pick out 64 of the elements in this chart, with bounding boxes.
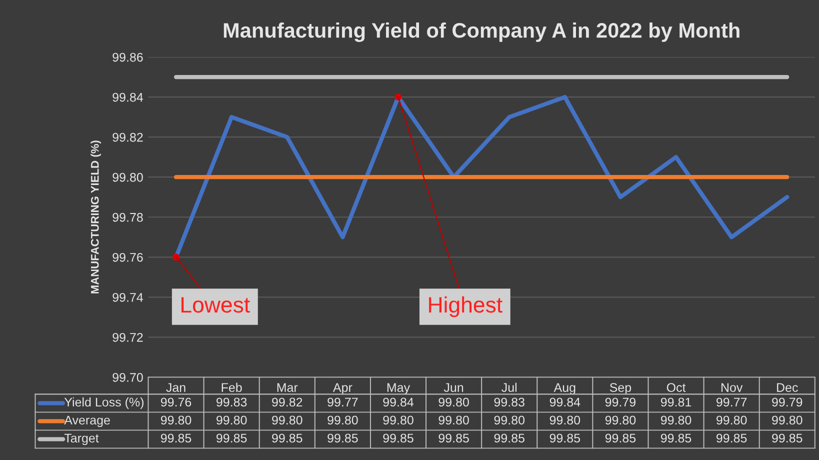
data-label: 99.80 xyxy=(494,416,525,425)
x-tick-label: Feb xyxy=(222,382,242,392)
x-tick-label: Sep xyxy=(610,383,632,394)
x-tick-label: Aug xyxy=(554,383,576,394)
data-label: 99.85 xyxy=(272,434,302,443)
data-label: 99.77 xyxy=(328,398,358,407)
x-tick-label: Mar xyxy=(277,383,298,392)
legend-label: Average xyxy=(64,416,110,428)
data-label: 99.85 xyxy=(660,434,692,443)
data-label: 99.80 xyxy=(160,416,192,425)
x-tick-label: May xyxy=(387,383,410,394)
x-tick-label: Apr xyxy=(332,383,352,394)
data-label: 99.80 xyxy=(605,416,636,425)
data-label: 99.83 xyxy=(216,398,247,407)
data-label: 99.80 xyxy=(716,416,747,425)
data-label: 99.80 xyxy=(660,416,692,425)
data-label: 99.85 xyxy=(772,434,802,443)
data-label: 99.85 xyxy=(383,434,414,443)
legend-label: Target xyxy=(64,434,99,446)
data-label: 99.85 xyxy=(605,434,636,443)
data-label: 99.84 xyxy=(383,398,414,407)
data-label: 99.79 xyxy=(772,398,802,407)
y-tick-label: 99.86 xyxy=(112,52,143,62)
y-tick-label: 99.78 xyxy=(112,212,143,222)
y-tick-label: 99.84 xyxy=(112,92,144,102)
data-label: 99.80 xyxy=(272,416,302,425)
data-label: 99.80 xyxy=(328,416,358,425)
data-label: 99.85 xyxy=(494,434,524,443)
chart-title: Manufacturing Yield of Company A in 2022 by Month xyxy=(224,22,740,42)
x-tick-label: Oct xyxy=(666,383,686,392)
data-label: 99.80 xyxy=(438,416,469,425)
y-tick-label: 99.76 xyxy=(112,252,143,262)
x-tick-label: Nov xyxy=(721,383,743,392)
x-tick-label: Jan xyxy=(166,383,186,392)
data-label: 99.83 xyxy=(494,398,524,407)
data-label: 99.85 xyxy=(160,434,192,443)
legend-label: Yield Loss (%) xyxy=(64,397,144,410)
data-label: 99.84 xyxy=(550,398,580,407)
data-label: 99.81 xyxy=(660,398,692,407)
data-label: 99.82 xyxy=(272,398,302,407)
x-tick-label: Jul xyxy=(502,382,517,392)
data-label: 99.85 xyxy=(716,434,747,443)
data-label: 99.80 xyxy=(216,416,247,425)
y-tick-label: 99.74 xyxy=(112,292,144,302)
data-label: 99.80 xyxy=(772,416,802,425)
data-label: 99.85 xyxy=(438,434,469,443)
x-tick-label: Dec xyxy=(777,383,798,392)
data-label: 99.77 xyxy=(716,398,747,407)
y-axis-title: MANUFACTURING YIELD (%) xyxy=(90,140,101,294)
data-label: 99.79 xyxy=(605,398,636,407)
data-label: 99.85 xyxy=(550,434,580,443)
data-label: 99.85 xyxy=(328,434,358,443)
data-label: 99.80 xyxy=(383,416,414,425)
data-label: 99.85 xyxy=(216,434,247,443)
annotation: Lowest xyxy=(182,297,250,313)
y-tick-label: 99.82 xyxy=(112,132,143,142)
annotation: Highest xyxy=(429,296,502,318)
data-label: 99.80 xyxy=(550,416,580,425)
x-tick-label: Jun xyxy=(444,383,464,392)
data-label: 99.80 xyxy=(438,398,469,407)
y-tick-label: 99.72 xyxy=(112,332,143,342)
data-label: 99.76 xyxy=(160,398,192,407)
y-tick-label: 99.80 xyxy=(112,172,143,182)
y-tick-label: 99.70 xyxy=(112,373,143,382)
